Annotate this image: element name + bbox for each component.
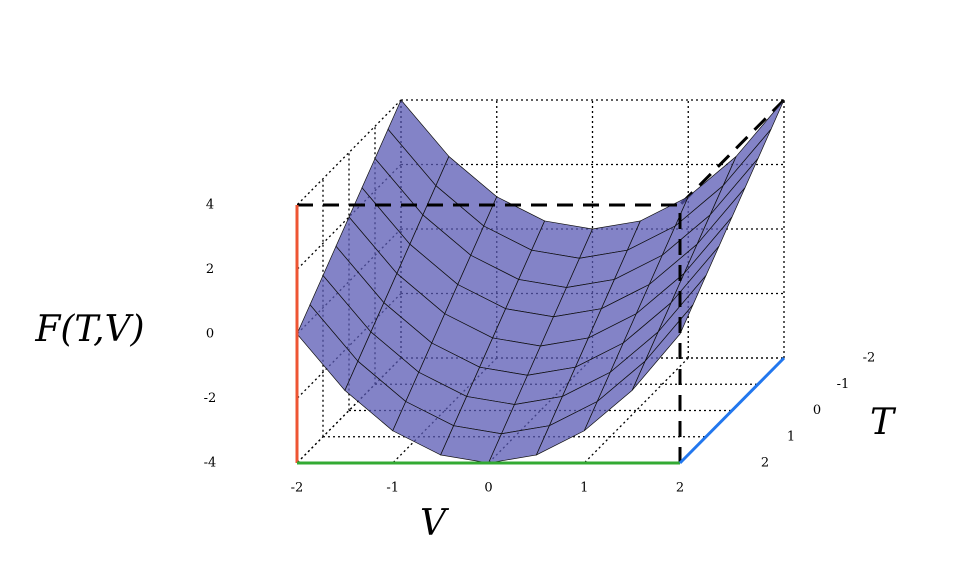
y-tick-label: 2 <box>761 456 769 471</box>
surface-patch <box>631 304 694 391</box>
surface-patch <box>722 99 785 186</box>
y-tick-label: 1 <box>787 429 795 444</box>
y-tick-label: -1 <box>837 377 850 392</box>
z-tick-label: 0 <box>206 327 214 342</box>
y-tick-label: -2 <box>863 351 876 366</box>
y-tick-label: 0 <box>813 403 821 418</box>
z-tick-label: 4 <box>206 198 214 213</box>
y-axis-title: T <box>870 402 897 443</box>
y-axis <box>678 356 786 465</box>
x-tick-label: 1 <box>580 481 588 496</box>
x-tick-label: -1 <box>386 481 399 496</box>
z-axis-title: F(T,V) <box>34 309 144 350</box>
x-tick-label: 0 <box>484 481 492 496</box>
z-tick-label: -2 <box>204 391 217 406</box>
x-axis-title: V <box>420 503 450 544</box>
x-tick-label: 2 <box>676 481 684 496</box>
z-tick-label: -4 <box>204 456 217 471</box>
z-tick-label: 2 <box>206 262 214 277</box>
x-tick-label: -2 <box>291 481 304 496</box>
